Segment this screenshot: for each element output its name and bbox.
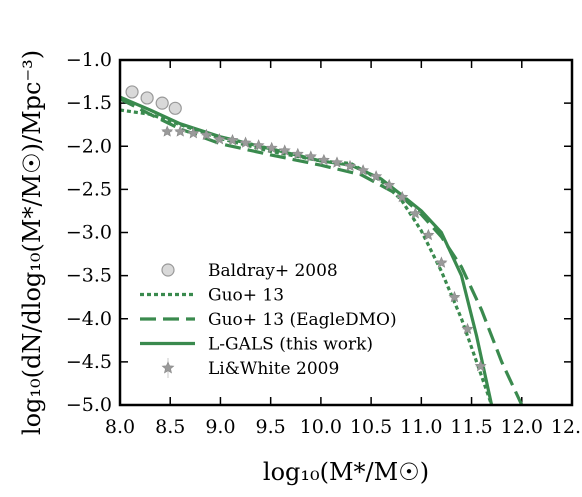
- y-tick-label: −5.0: [66, 394, 112, 416]
- series-li-white-2009-point: [252, 139, 265, 151]
- series-li-white-2009-point: [304, 150, 317, 162]
- series-li-white-2009-point: [461, 322, 474, 335]
- series-baldray-2008-point: [140, 91, 154, 105]
- series-li-white-2009-point: [422, 228, 435, 241]
- y-tick-labels: −1.0 −1.5 −2.0 −2.5 −3.0 −3.5 −4.0 −4.5 −5.0: [66, 49, 112, 416]
- series-baldray-2008-point: [155, 96, 169, 110]
- y-tick-label: −1.5: [66, 92, 112, 114]
- legend: Baldray+ 2008 Guo+ 13 Guo+ 13 (EagleDMO) L-…: [140, 261, 397, 379]
- series-li-white-2009-point: [396, 190, 409, 203]
- series-li-white-2009-point: [435, 256, 448, 268]
- y-tick-label: −2.5: [66, 178, 112, 200]
- series-guo-13-eagledmo-line: [120, 97, 524, 405]
- series-li-white-2009-point: [474, 359, 487, 372]
- plot-frame: [118, 58, 574, 407]
- x-tick-label: 8.0: [105, 416, 135, 438]
- x-axis-label: log₁₀(M*/M☉): [263, 458, 429, 486]
- series-li-white-2009-point: [409, 207, 422, 219]
- series-li-white-2009-point: [448, 290, 461, 303]
- x-tick-label: 12.0: [501, 416, 543, 438]
- series-li-white-2009-point: [344, 159, 356, 172]
- legend-guo-13-eagledmo-label: Guo+ 13 (EagleDMO): [208, 310, 397, 330]
- x-tick-labels: 8.0 8.5 9.0 9.5 10.0 10.5 11.0 11.5 12.0 12.5: [105, 416, 582, 438]
- series-baldray-2008-point: [168, 101, 182, 115]
- series-li-white-2009-point: [383, 178, 396, 191]
- series-li-white-2009-point: [370, 170, 383, 182]
- legend-guo-13-label: Guo+ 13: [208, 286, 284, 306]
- y-tick-label: −4.0: [66, 308, 112, 330]
- x-tick-label: 11.0: [400, 416, 442, 438]
- y-tick-label: −2.0: [66, 135, 112, 157]
- series-li-white-2009-point: [330, 156, 343, 168]
- x-tick-label: 9.5: [256, 416, 286, 438]
- series-li-white-2009-point: [200, 128, 213, 141]
- x-tick-label: 8.5: [155, 416, 185, 438]
- series-li-white-2009-point: [357, 164, 370, 176]
- x-tick-label: 9.0: [205, 416, 235, 438]
- legend-li-white-2009-label: Li&White 2009: [208, 359, 339, 379]
- series-li-white-2009-point: [265, 141, 278, 154]
- series-li-white-2009-point: [239, 136, 252, 148]
- data-series: [120, 85, 524, 405]
- series-li-white-2009-point: [317, 153, 330, 166]
- series-li-white-2009-point: [226, 133, 239, 146]
- legend-li-white-2009-marker: [161, 361, 175, 374]
- x-tick-label: 11.5: [450, 416, 492, 438]
- y-axis-label: log₁₀(dN/dlog₁₀(M*/M☉)/Mpc⁻³): [18, 50, 46, 435]
- series-li-white-2009-point: [174, 125, 187, 137]
- legend-baldray-2008-marker: [161, 263, 175, 277]
- y-tick-label: −1.0: [66, 49, 112, 71]
- series-l-gals-this-work-line: [120, 95, 494, 405]
- series-li-white-2009-point: [291, 147, 304, 160]
- series-baldray-2008-point: [125, 85, 139, 99]
- y-tick-label: −3.0: [66, 222, 112, 244]
- series-li-white-2009-point: [213, 133, 226, 145]
- x-tick-label: 12.5: [551, 416, 582, 438]
- x-tick-label: 10.5: [350, 416, 392, 438]
- series-li-white-2009-point: [161, 125, 174, 137]
- series-li-white-2009-point: [278, 144, 291, 156]
- y-tick-label: −3.5: [66, 265, 112, 287]
- legend-baldray-2008-label: Baldray+ 2008: [208, 261, 338, 281]
- y-tick-label: −4.5: [66, 351, 112, 373]
- series-li-white-2009-point: [187, 127, 200, 139]
- legend-l-gals-this-work-label: L-GALS (this work): [208, 335, 373, 355]
- x-tick-label: 10.0: [300, 416, 342, 438]
